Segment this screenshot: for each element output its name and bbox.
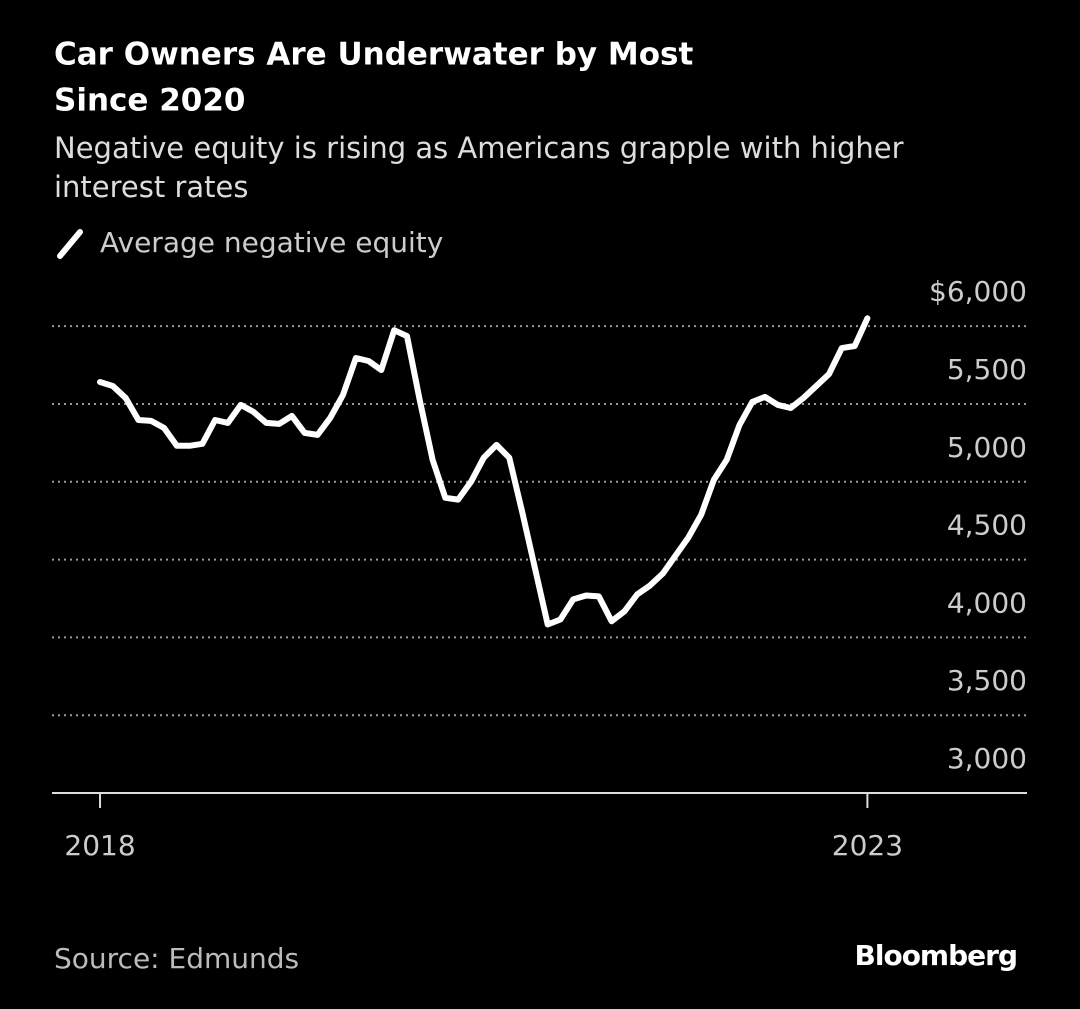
y-tick-label: $6,000: [929, 275, 1027, 308]
source: Source: Edmunds: [54, 942, 299, 975]
chart-title: Car Owners Are Underwater by Most: [54, 37, 693, 73]
y-tick-label: 4,500: [947, 509, 1027, 542]
y-tick-label: 5,000: [947, 431, 1027, 464]
brand: Bloomberg: [855, 939, 1017, 972]
y-tick-label: 3,000: [947, 742, 1027, 775]
x-tick-label: 2023: [832, 829, 903, 862]
y-tick-label: 3,500: [947, 664, 1027, 697]
legend-label: Average negative equity: [100, 226, 443, 259]
x-tick-label: 2018: [64, 829, 135, 862]
chart-title: Since 2020: [54, 83, 246, 119]
y-tick-label: 5,500: [947, 353, 1027, 386]
chart-subtitle: interest rates: [54, 170, 249, 204]
legend-icon: [57, 229, 83, 259]
y-tick-label: 4,000: [947, 586, 1027, 619]
line: [97, 315, 871, 628]
chart-subtitle: Negative equity is rising as Americans g…: [54, 131, 904, 165]
